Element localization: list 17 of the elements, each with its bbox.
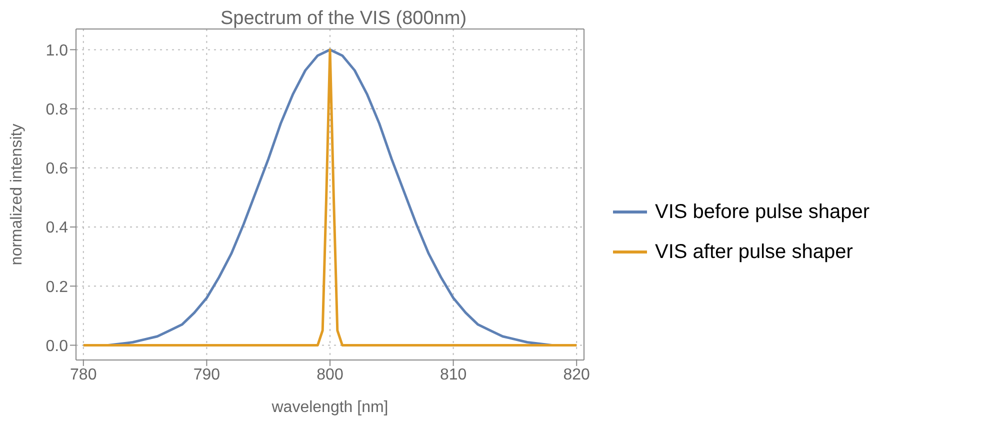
x-tick-label: 780 [70,366,97,384]
y-tick-label: 0.4 [46,220,68,237]
y-tick-label: 0.2 [46,278,68,296]
y-tick-label: 0.6 [46,160,68,178]
x-tick-label: 790 [193,366,220,384]
y-tick-label: 0.0 [46,338,68,355]
legend-label: VIS before pulse shaper [655,200,870,224]
legend-label: VIS after pulse shaper [655,240,853,264]
x-tick-label: 810 [440,366,467,384]
chart-title: Spectrum of the VIS (800nm) [219,8,468,30]
x-axis-title: wavelength [nm] [270,399,388,416]
y-axis-title: normalized intensity [8,124,26,266]
x-tick-label: 800 [316,366,344,384]
line-series [82,48,578,346]
x-tick-label: 820 [563,366,590,384]
y-tick-label: 1.0 [46,42,68,60]
y-tick-label: 0.8 [46,101,68,118]
